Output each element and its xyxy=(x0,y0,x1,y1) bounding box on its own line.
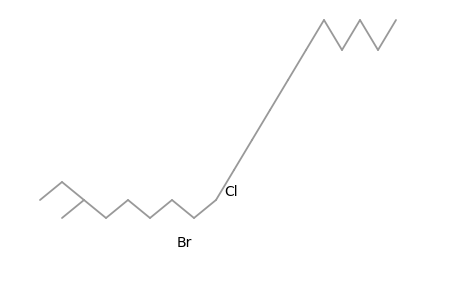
Text: Cl: Cl xyxy=(224,185,237,199)
Text: Br: Br xyxy=(176,236,191,250)
